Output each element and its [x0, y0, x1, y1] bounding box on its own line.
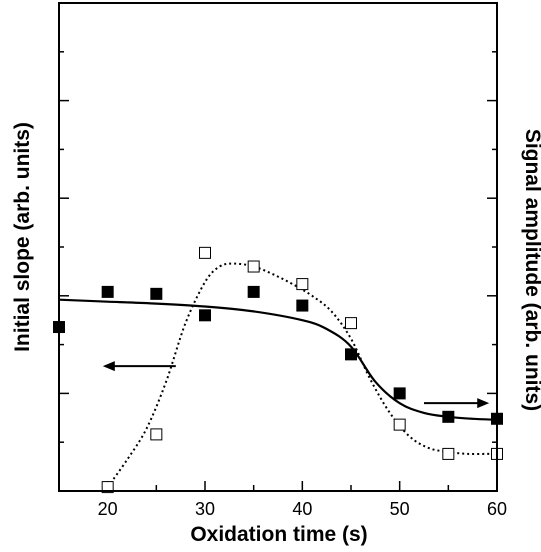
amplitude-point: [150, 428, 163, 441]
slope-point: [247, 285, 260, 298]
slope-point: [393, 387, 406, 400]
plot-frame: [58, 2, 498, 492]
left-axis-title: Initial slope (arb. units): [11, 122, 34, 352]
right-axis-arrow-head: [477, 398, 490, 409]
amplitude-point: [442, 447, 455, 460]
x-tick-label: 40: [292, 499, 312, 519]
left-axis-arrow-head: [102, 361, 115, 372]
amplitude-point: [247, 260, 260, 273]
amplitude-point: [296, 278, 309, 291]
slope-point: [345, 348, 357, 361]
amplitude-point: [345, 317, 357, 330]
right-axis-title: Signal amplitude (arb. units): [521, 129, 541, 411]
x-axis-title: Oxidation time (s): [190, 523, 367, 546]
slope-point: [199, 309, 211, 322]
axis-ticks: [58, 51, 498, 491]
amplitude-point: [393, 418, 406, 431]
data-markers: [53, 246, 503, 494]
axis-arrows: [102, 361, 490, 409]
plot-border: [58, 2, 498, 492]
slope-point: [101, 285, 114, 298]
amplitude-point: [101, 481, 114, 494]
x-tick-label: 30: [195, 499, 215, 519]
fit-curves: [58, 262, 498, 488]
tick-labels: 20 30 40 50 60: [98, 499, 507, 519]
slope-fit-line: [58, 298, 498, 421]
slope-point: [296, 299, 309, 312]
x-tick-label: 60: [487, 499, 507, 519]
amplitude-fit-line: [106, 262, 497, 488]
slope-point: [150, 287, 163, 300]
x-tick-label: 50: [390, 499, 410, 519]
slope-point: [442, 410, 455, 423]
amplitude-point: [199, 246, 211, 259]
x-tick-label: 20: [98, 499, 118, 519]
